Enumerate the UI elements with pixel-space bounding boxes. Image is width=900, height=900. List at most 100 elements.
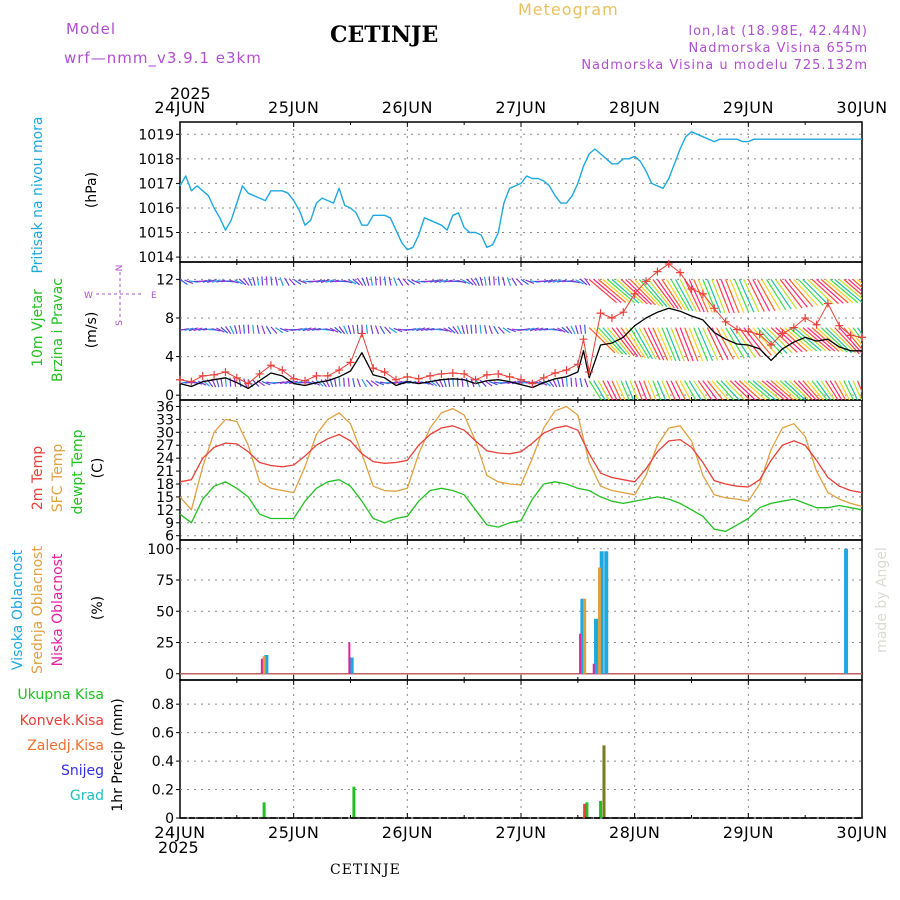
wind-arrow — [511, 328, 521, 332]
wind-arrow — [857, 278, 862, 285]
wind-arrow — [552, 328, 562, 332]
wind-arrow — [629, 327, 650, 359]
wind-arrow — [725, 380, 746, 400]
wind-arrow — [579, 278, 588, 286]
wind-arrow — [411, 279, 421, 284]
wind-arrow — [579, 378, 583, 388]
compass-w: W — [84, 291, 93, 301]
wind-arrow — [647, 327, 665, 361]
wind-arrow — [806, 380, 825, 400]
wind-arrow — [675, 327, 690, 362]
wind-arrow — [829, 278, 859, 304]
wind-gust-marker — [687, 285, 696, 294]
wind-arrow — [474, 277, 480, 286]
wind-arrow — [706, 279, 722, 314]
wind-arrow — [461, 325, 465, 335]
wind-arrow — [834, 278, 862, 304]
wind-arrow — [343, 325, 349, 335]
wind-arrow — [606, 327, 631, 356]
wind-gust-marker — [789, 323, 798, 332]
precip-bar — [583, 803, 587, 818]
wind-arrow — [784, 278, 808, 308]
wind-arrow — [488, 380, 498, 386]
wind-arrow — [620, 380, 630, 400]
wind-arrow — [634, 327, 653, 360]
wind-arrow — [847, 380, 859, 400]
clouds-ytick-label: 75 — [156, 573, 174, 589]
wind-gust-marker — [778, 329, 787, 338]
wind-arrow — [670, 279, 690, 311]
wind-gust-marker — [301, 376, 310, 385]
wind-arrow — [779, 327, 808, 352]
wind-gust-marker — [232, 373, 241, 382]
x-date-label-top: 29JUN — [723, 98, 774, 117]
wind-gust-marker — [579, 335, 588, 344]
wind-arrow — [302, 327, 312, 332]
wind-arrow — [470, 324, 473, 334]
wind-ytick-label: 12 — [156, 272, 174, 288]
wind-arrow — [574, 377, 578, 387]
wind-arrow — [811, 278, 839, 305]
wind-arrow — [356, 378, 361, 388]
wind-arrow — [447, 326, 456, 334]
wind-gust-marker — [664, 259, 673, 268]
wind-arrow — [224, 326, 232, 335]
temp-axis-label-3: dewpt Temp — [70, 429, 86, 514]
x-date-label-bottom: 28JUN — [609, 823, 660, 842]
wind-arrow — [684, 327, 699, 362]
wind-arrow — [452, 326, 459, 335]
wind-arrow — [679, 380, 692, 400]
wind-arrow — [825, 380, 839, 400]
wind-arrow — [715, 279, 731, 314]
wind-arrow — [661, 380, 672, 400]
wind-arrow — [188, 280, 199, 283]
wind-arrow — [365, 324, 369, 334]
wind-arrow — [484, 324, 488, 335]
wind-arrow — [665, 279, 686, 311]
wind-arrow — [238, 324, 242, 334]
wind-arrow — [461, 279, 471, 285]
wind-arrow — [279, 277, 284, 286]
wind-arrow — [193, 327, 203, 332]
wind-arrow — [202, 279, 212, 283]
wind-arrow — [847, 278, 862, 293]
wind-arrow — [343, 279, 353, 284]
wind-arrow — [243, 378, 248, 388]
wind-arrow — [647, 278, 672, 308]
wind-arrow — [643, 278, 668, 308]
cloud-bar — [597, 567, 601, 674]
wind-arrow — [293, 328, 303, 331]
wind-arrow — [275, 381, 285, 384]
cloud-axis-label-2: Srednja Oblacnost — [30, 546, 46, 674]
temperature-ytick-label: 24 — [156, 451, 174, 467]
x-date-label-top: 24JUN — [154, 98, 205, 117]
wind-arrow — [629, 380, 639, 400]
wind-arrow — [775, 327, 803, 353]
wind-gust-marker — [551, 368, 560, 377]
2m-temp-line — [179, 425, 863, 494]
wind-gust-marker — [744, 327, 753, 336]
wind-arrow — [816, 278, 844, 304]
wind-arrow — [416, 280, 426, 283]
wind-gust-marker — [426, 371, 435, 380]
wind-arrow — [675, 279, 694, 312]
wind-arrow — [738, 380, 762, 400]
wind-arrow — [197, 380, 207, 386]
wind-arrow — [825, 278, 854, 304]
wind-arrow — [502, 276, 506, 286]
temp-unit-label: (C) — [90, 458, 106, 479]
wind-arrow — [552, 378, 558, 388]
wind-arrow — [825, 327, 852, 354]
wind-gust-marker — [391, 375, 400, 384]
precip-legend-hail: Grad — [70, 788, 104, 804]
wind-arrow — [834, 380, 847, 400]
wind-arrow — [611, 380, 622, 400]
wind-arrow — [720, 380, 741, 400]
wind-gust-marker — [460, 369, 469, 378]
wind-arrow — [329, 279, 339, 283]
compass-cross — [96, 272, 144, 318]
wind-gust-marker — [494, 369, 503, 378]
wind-arrow — [802, 380, 821, 400]
wind-arrow — [565, 377, 568, 387]
wind-arrow — [439, 328, 449, 332]
